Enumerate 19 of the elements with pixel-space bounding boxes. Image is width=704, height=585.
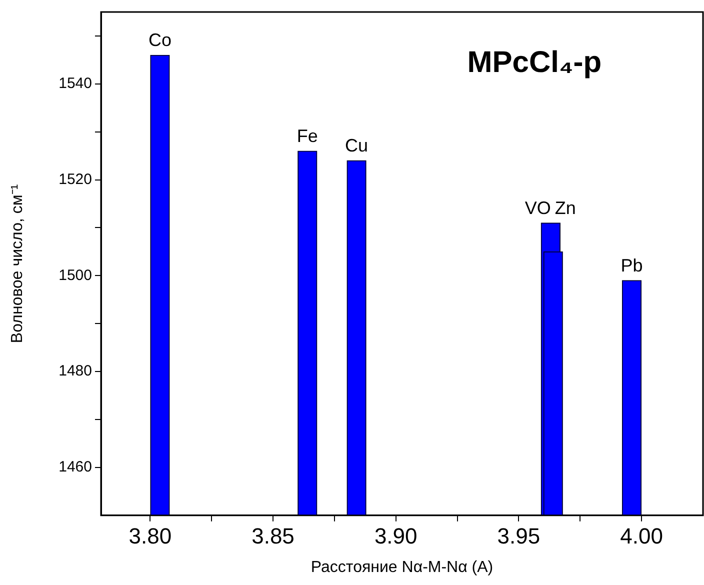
y-tick-label: 1500 [58, 266, 92, 284]
x-tick-label: 3.95 [497, 524, 540, 549]
annotation: Zn [554, 198, 576, 218]
y-axis-title: Волновое число, см⁻¹ [9, 184, 26, 344]
y-tick-label: 1520 [58, 170, 92, 188]
annotation: Pb [620, 255, 643, 276]
x-tick-label: 3.90 [374, 524, 418, 549]
x-axis-title: Расстояние Nα-M-Nα (A) [310, 558, 494, 576]
y-tick-label: 1460 [58, 458, 92, 476]
annotation: Co [148, 30, 172, 50]
x-tick-label: 3.80 [128, 524, 172, 549]
y-tick-label: 1480 [58, 362, 92, 380]
text: MPcCl₄-p [467, 46, 602, 79]
annotation: Fe [296, 126, 318, 146]
x-tick-label: 4.00 [620, 524, 663, 549]
annotation: Cu [345, 136, 368, 156]
x-tick-label: 3.85 [252, 524, 294, 549]
annotation: VO [524, 198, 551, 218]
y-tick-label: 1540 [58, 75, 92, 92]
